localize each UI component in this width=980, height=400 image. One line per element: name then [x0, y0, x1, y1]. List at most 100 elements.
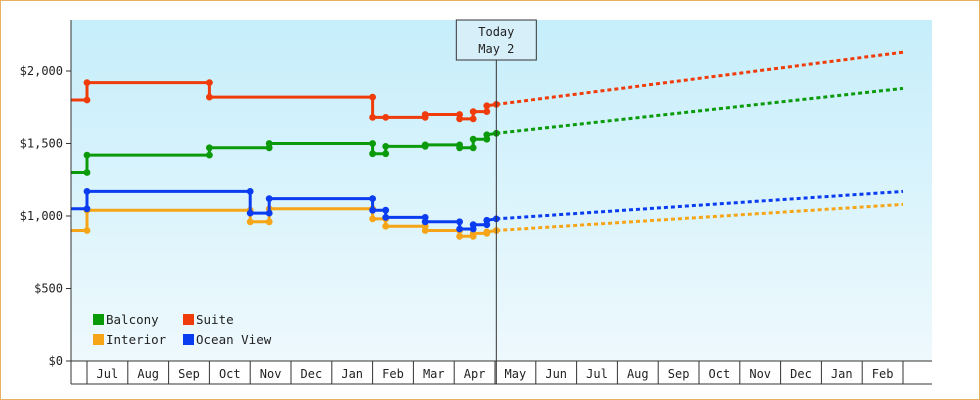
data-point [456, 225, 463, 233]
data-point [382, 206, 390, 214]
forecast-line [496, 189, 904, 221]
data-point [421, 218, 429, 226]
data-point [246, 218, 254, 226]
data-point [469, 221, 477, 229]
today-box [455, 19, 537, 61]
forecast-line [496, 50, 904, 106]
data-point [369, 215, 376, 223]
x-tick-label: Dec [790, 367, 812, 381]
x-tick-label: Mar [423, 367, 445, 381]
x-tick-label: Dec [301, 367, 323, 381]
data-point [206, 144, 213, 152]
data-point [369, 140, 376, 147]
data-point [456, 144, 463, 152]
data-point [483, 102, 491, 110]
y-tick-label: $1,500 [20, 137, 63, 151]
data-point [456, 218, 463, 226]
data-point [265, 195, 273, 203]
forecast-line [496, 202, 904, 232]
data-point [83, 205, 91, 213]
data-point [369, 206, 376, 214]
x-tick-label: Oct [219, 367, 241, 381]
legend-label: Ocean View [196, 332, 272, 347]
series-balcony [55, 86, 904, 176]
legend-swatch [183, 314, 194, 325]
data-point [382, 150, 390, 158]
x-tick-label: Apr [464, 367, 486, 381]
legend-swatch [183, 334, 194, 345]
y-tick-label: $2,000 [20, 64, 63, 78]
data-point [265, 140, 273, 147]
data-point [382, 114, 390, 121]
data-point [265, 209, 273, 217]
legend-label: Suite [196, 312, 234, 327]
data-point [206, 79, 213, 86]
data-point [483, 228, 491, 236]
data-point [83, 151, 91, 159]
data-point [369, 93, 376, 101]
data-point [469, 135, 477, 143]
data-point [382, 214, 390, 221]
data-point [382, 222, 390, 230]
data-point [265, 218, 273, 226]
legend-label: Interior [106, 332, 167, 347]
data-point [206, 93, 213, 101]
series-ocean-view [71, 188, 904, 233]
data-point [483, 216, 491, 224]
today-label: Today [478, 25, 514, 39]
x-tick-label: Oct [709, 367, 731, 381]
data-point [421, 141, 429, 149]
forecast-line [496, 86, 904, 135]
data-point [456, 115, 463, 123]
data-point [456, 232, 463, 240]
x-tick-label: Jul [97, 367, 119, 381]
data-point [469, 144, 477, 152]
data-point [206, 151, 213, 159]
y-tick-label: $1,000 [20, 209, 63, 223]
x-tick-label: May [505, 367, 527, 381]
x-tick-label: Aug [137, 367, 159, 381]
series-layer [55, 50, 904, 240]
x-tick-label: Sep [668, 367, 690, 381]
data-point [469, 108, 477, 115]
today-marker: Today May 2 [455, 19, 537, 384]
x-tick-label: Feb [382, 367, 404, 381]
data-point [55, 97, 62, 104]
data-point [246, 188, 254, 195]
data-point [83, 79, 91, 86]
series-suite [55, 50, 904, 123]
data-point [369, 195, 376, 203]
x-tick-label: Sep [178, 367, 200, 381]
data-point [55, 227, 62, 234]
data-point [469, 115, 477, 123]
y-tick-label: $0 [49, 354, 63, 368]
data-point [83, 169, 91, 176]
data-point [483, 108, 491, 115]
data-point [483, 131, 491, 139]
data-point [382, 143, 390, 150]
data-point [421, 227, 429, 234]
y-tick-label: $500 [34, 282, 63, 296]
x-tick-label: Jun [545, 367, 567, 381]
x-tick-label: Jan [831, 367, 853, 381]
axes: $0 $500 $1,000 $1,500 $2,000 Jul Aug Sep Oct Nov D… [20, 20, 932, 385]
legend: Balcony Suite Interior Ocean View [93, 312, 272, 347]
legend-swatch [93, 314, 104, 325]
data-point [55, 169, 62, 176]
data-point [369, 114, 376, 121]
x-tick-label: Aug [627, 367, 649, 381]
data-point [369, 150, 376, 158]
legend-swatch [93, 334, 104, 345]
data-point [83, 227, 91, 234]
x-tick-label: Nov [260, 367, 282, 381]
data-point [246, 209, 254, 217]
x-tick-label: Feb [872, 367, 894, 381]
data-point [83, 96, 91, 104]
legend-label: Balcony [106, 312, 159, 327]
x-tick-label: Nov [749, 367, 771, 381]
today-date-label: May 2 [478, 42, 514, 56]
data-point [421, 111, 429, 118]
x-tick-label: Jul [586, 367, 608, 381]
x-tick-label: Jan [341, 367, 363, 381]
